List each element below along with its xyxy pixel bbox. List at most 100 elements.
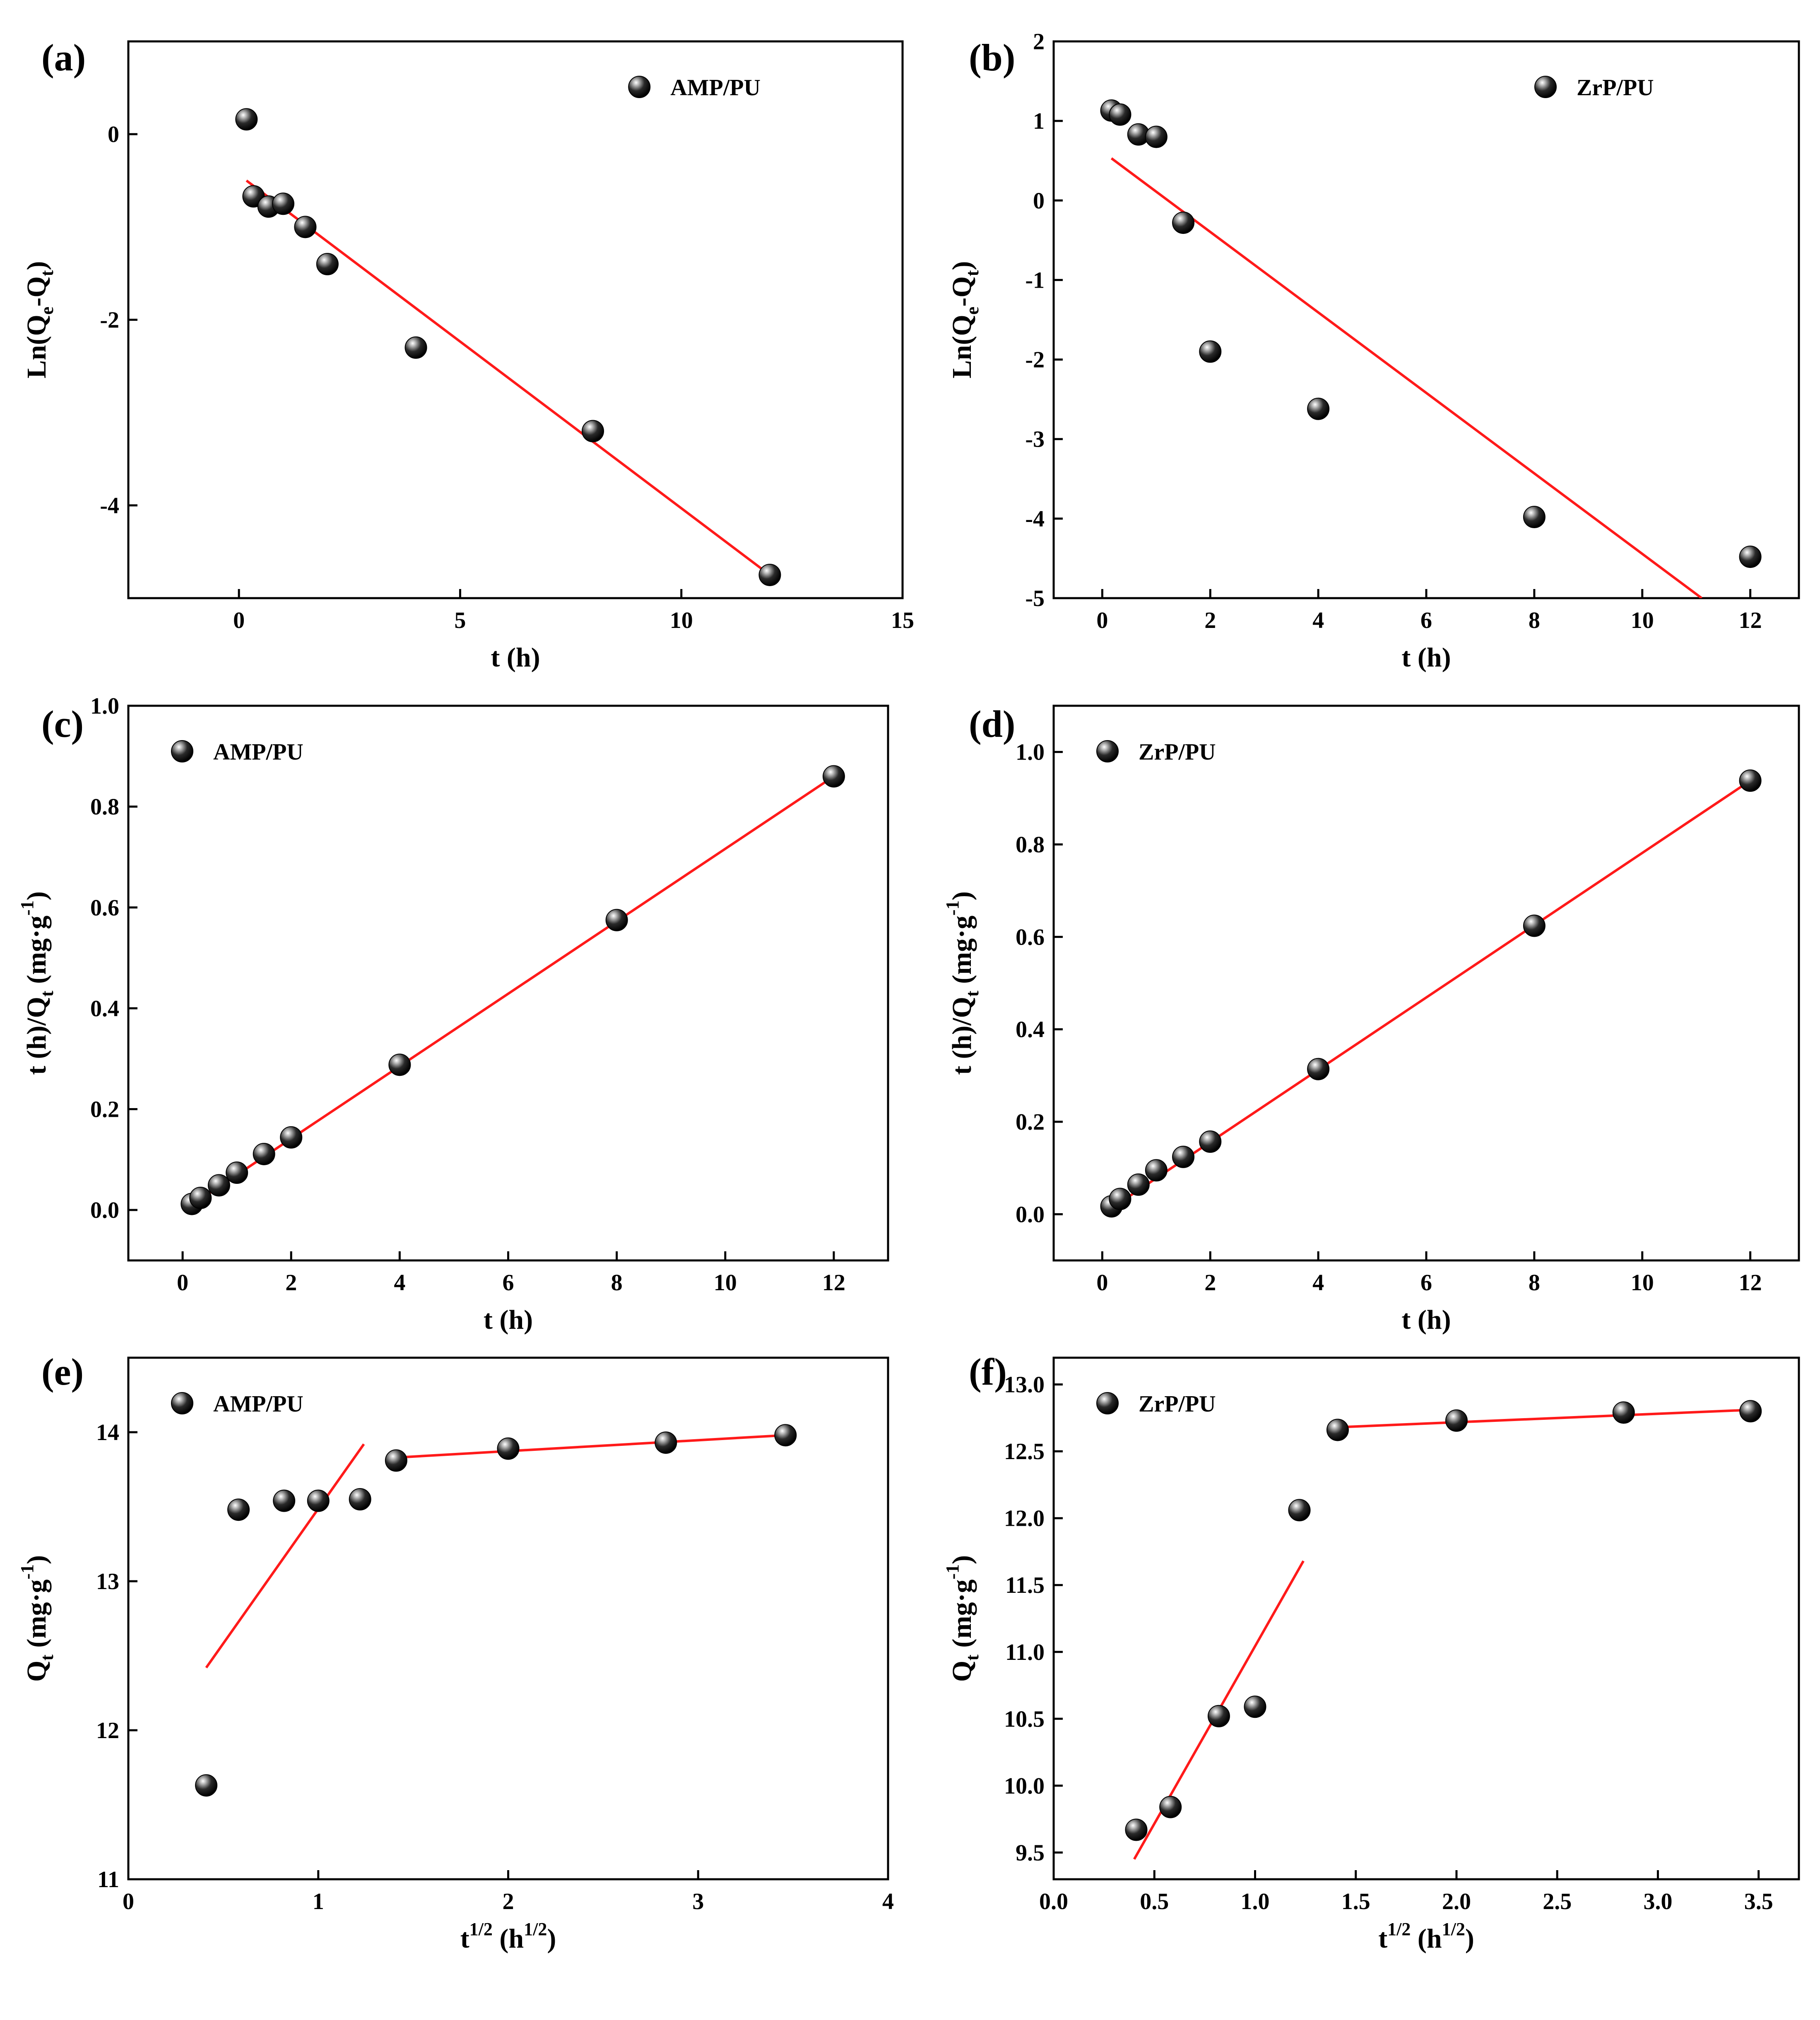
- x-tick-label: 10: [670, 608, 693, 633]
- y-tick-label: 0.4: [90, 996, 119, 1022]
- data-point: [774, 1424, 797, 1447]
- y-axis-title: Ln(Qe-Qt): [22, 261, 57, 379]
- y-tick-label: -1: [1025, 267, 1045, 293]
- x-tick-label: 0.5: [1140, 1889, 1169, 1914]
- data-point: [253, 1142, 275, 1165]
- data-point: [294, 216, 317, 238]
- panel-label: (d): [969, 703, 1015, 745]
- y-tick-label: 0.2: [90, 1097, 119, 1123]
- panel-label: (c): [41, 703, 84, 745]
- y-axis-title: t (h)/Qt (mg·g-1): [17, 891, 57, 1075]
- data-point: [1159, 1796, 1182, 1818]
- data-point: [1288, 1499, 1311, 1522]
- data-point: [1145, 125, 1168, 148]
- panel-f: 0.0 0.5 1.0 1.5 2.0 2.5 3.0 3.5 9.5 10.0 10.5 11.0 1…: [942, 1351, 1800, 1954]
- x-tick-label: 4: [882, 1889, 894, 1914]
- legend-label: AMP/PU: [213, 1391, 303, 1417]
- data-point: [1199, 1130, 1222, 1153]
- panel-a: 0 5 10 15 0 -2 -4 t (h) Ln(Qe-Qt) (a) AMP/PU: [22, 36, 914, 673]
- data-point: [1125, 1818, 1148, 1841]
- y-tick-label: 11.5: [1005, 1573, 1045, 1598]
- data-point: [280, 1126, 303, 1149]
- legend-label: AMP/PU: [670, 75, 761, 101]
- y-axis-title: Qt (mg·g-1): [942, 1555, 982, 1682]
- legend-marker: [171, 740, 193, 762]
- data-point: [1523, 506, 1546, 529]
- data-point: [1445, 1409, 1468, 1432]
- x-tick-label: 6: [1420, 1270, 1432, 1296]
- y-tick-label: -2: [1025, 347, 1045, 373]
- plot-frame: [1052, 705, 1800, 1262]
- data-point: [226, 1162, 248, 1184]
- panel-label: (e): [41, 1351, 84, 1393]
- data-point: [195, 1774, 218, 1797]
- y-tick-label: 11.0: [1005, 1640, 1045, 1665]
- x-axis-title: t (h): [1401, 1305, 1451, 1335]
- data-point: [1109, 103, 1131, 126]
- data-point: [1739, 1400, 1762, 1423]
- panel-c: 0 2 4 6 8 10 12 0.0 0.2 0.4 0.6 0.8 1.0 t (h) t (h)/Qt…: [17, 693, 889, 1335]
- x-tick-label: 10: [714, 1270, 737, 1296]
- y-tick-label: 13: [96, 1569, 119, 1594]
- y-tick-label: 10.0: [1004, 1773, 1045, 1799]
- x-tick-label: 12: [1739, 1270, 1762, 1296]
- x-tick-label: 12: [822, 1270, 845, 1296]
- legend-label: AMP/PU: [213, 739, 303, 765]
- y-tick-label: -4: [1025, 506, 1045, 532]
- x-axis-title: t1/2 (h1/2): [1378, 1919, 1474, 1954]
- y-tick-label: 0.6: [90, 895, 119, 921]
- x-tick-label: 2: [1204, 1270, 1216, 1296]
- y-tick-label: 0.6: [1016, 924, 1045, 950]
- x-axis-title: t (h): [484, 1305, 533, 1335]
- y-tick-label: -3: [1025, 427, 1045, 452]
- legend-label: ZrP/PU: [1139, 739, 1216, 765]
- data-point: [272, 192, 294, 215]
- y-tick-label: 12.0: [1004, 1506, 1045, 1532]
- data-point: [1199, 340, 1222, 363]
- data-point: [388, 1053, 411, 1076]
- x-tick-label: 2.5: [1543, 1889, 1572, 1914]
- x-tick-label: 8: [611, 1270, 623, 1296]
- x-tick-label: 2: [1204, 608, 1216, 633]
- fit-line: [396, 1434, 786, 1459]
- y-tick-label: 0.0: [1016, 1202, 1045, 1227]
- y-tick-label: 0: [108, 122, 119, 147]
- data-point: [605, 909, 628, 931]
- data-point: [1172, 1145, 1195, 1168]
- x-tick-label: 0.0: [1039, 1889, 1068, 1914]
- y-axis-title: Ln(Qe-Qt): [947, 261, 982, 379]
- y-tick-label: 10.5: [1004, 1706, 1045, 1732]
- fit-line: [246, 179, 771, 576]
- data-point: [235, 108, 258, 131]
- legend-label: ZrP/PU: [1577, 75, 1654, 101]
- data-point: [1109, 1188, 1131, 1210]
- x-axis-title: t1/2 (h1/2): [460, 1919, 556, 1954]
- legend-marker: [1096, 740, 1119, 762]
- y-tick-label: -4: [100, 493, 119, 519]
- y-tick-label: -5: [1025, 586, 1045, 611]
- data-point: [207, 1174, 230, 1197]
- legend-marker: [1096, 1392, 1119, 1414]
- panel-label: (a): [41, 36, 86, 79]
- y-tick-label: 12.5: [1004, 1439, 1045, 1464]
- x-tick-label: 2: [503, 1889, 514, 1914]
- x-tick-label: 10: [1631, 1270, 1654, 1296]
- data-point: [822, 765, 845, 788]
- y-tick-label: 11: [97, 1867, 119, 1893]
- x-tick-label: 4: [394, 1270, 405, 1296]
- x-tick-label: 0: [1096, 608, 1108, 633]
- data-point: [189, 1186, 212, 1209]
- x-tick-label: 8: [1529, 1270, 1540, 1296]
- data-point: [1127, 1173, 1150, 1196]
- y-tick-label: 9.5: [1016, 1840, 1045, 1866]
- legend-marker: [1534, 76, 1557, 98]
- data-point: [404, 336, 427, 359]
- x-tick-label: 4: [1312, 608, 1324, 633]
- x-tick-label: 2.0: [1442, 1889, 1471, 1914]
- y-axis-title: t (h)/Qt (mg·g-1): [942, 891, 982, 1075]
- x-tick-label: 1: [313, 1889, 324, 1914]
- data-point: [385, 1449, 407, 1472]
